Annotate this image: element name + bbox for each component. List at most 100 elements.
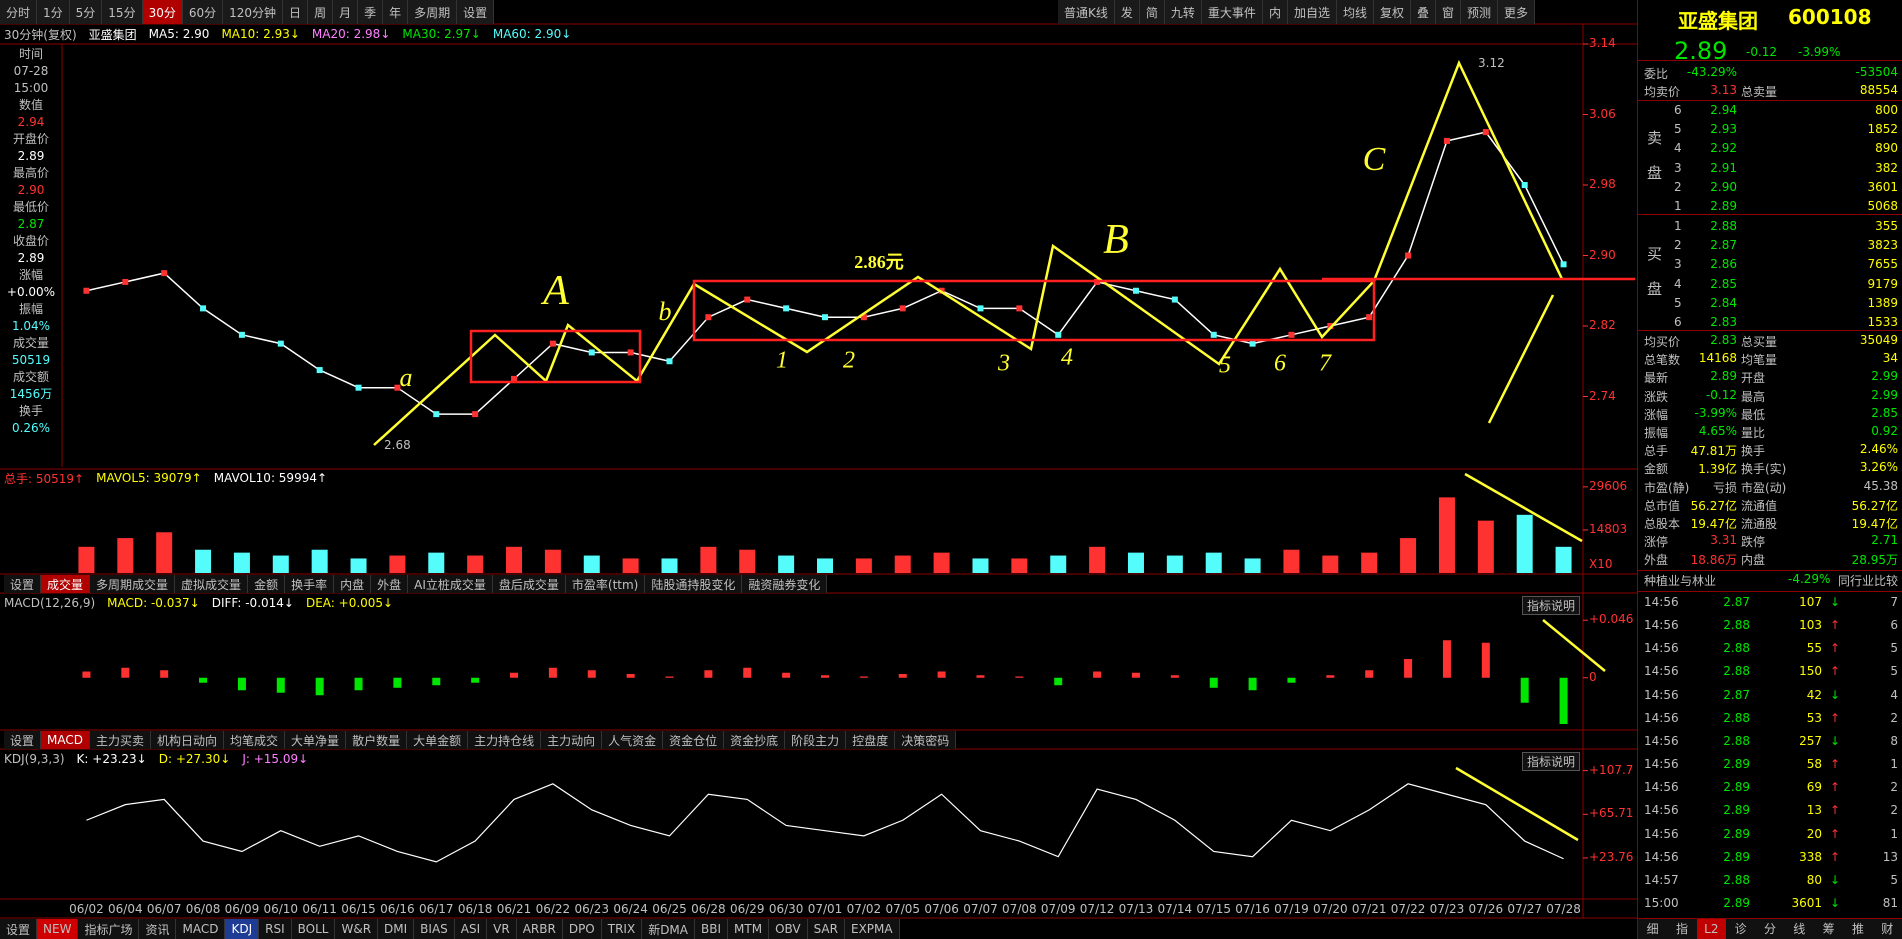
tab[interactable]: 外盘 — [371, 575, 409, 593]
tab[interactable]: OBV — [769, 919, 808, 939]
tab[interactable]: KDJ — [225, 919, 260, 939]
tab[interactable]: MACD — [41, 731, 90, 749]
tab[interactable]: 多周期 — [408, 0, 458, 24]
tab[interactable]: 主力持仓线 — [468, 731, 542, 749]
quote-tab[interactable]: 推 — [1851, 922, 1864, 936]
tab[interactable]: 季 — [358, 0, 384, 24]
tab[interactable]: EXPMA — [845, 919, 900, 939]
tab[interactable]: NEW — [37, 919, 79, 939]
tab[interactable]: 设置 — [4, 575, 42, 593]
tab[interactable]: BBI — [695, 919, 729, 939]
tab[interactable]: 新DMA — [642, 919, 695, 939]
tab[interactable]: 多周期成交量 — [90, 575, 176, 593]
quote-tab[interactable]: 诊 — [1734, 922, 1747, 936]
tab[interactable]: RSI — [259, 919, 292, 939]
tab[interactable]: 均笔成交 — [224, 731, 286, 749]
tab[interactable]: BOLL — [292, 919, 336, 939]
quote-tab[interactable]: 线 — [1793, 922, 1806, 936]
tab[interactable]: AI立桩成交量 — [408, 575, 493, 593]
price-point — [822, 314, 828, 321]
tab[interactable]: 设置 — [0, 919, 38, 939]
tab[interactable]: 1分 — [37, 0, 70, 24]
tab[interactable]: 重大事件 — [1202, 0, 1263, 24]
quote-tab[interactable]: L2 — [1696, 919, 1726, 939]
tick-volume: 150 — [1799, 664, 1822, 679]
tab[interactable]: MACD — [176, 919, 226, 939]
tab[interactable]: 普通K线 — [1058, 0, 1115, 24]
tab[interactable]: 主力买卖 — [90, 731, 152, 749]
quote-tab[interactable]: 细 — [1646, 922, 1659, 936]
tab[interactable]: 决策密码 — [895, 731, 957, 749]
tab[interactable]: 阶段主力 — [785, 731, 847, 749]
tab[interactable]: MTM — [728, 919, 770, 939]
macd-bar — [898, 674, 907, 678]
tab[interactable]: 更多 — [1498, 0, 1536, 24]
tab[interactable]: 主力动向 — [541, 731, 603, 749]
tab[interactable]: 5分 — [70, 0, 103, 24]
explain-button[interactable]: 指标说明 — [1522, 752, 1581, 771]
tab[interactable]: BIAS — [414, 919, 455, 939]
tab[interactable]: DMI — [378, 919, 415, 939]
explain-button[interactable]: 指标说明 — [1522, 596, 1581, 615]
tab[interactable]: 发 — [1115, 0, 1140, 24]
tab[interactable]: 控盘度 — [846, 731, 896, 749]
tab[interactable]: 预测 — [1461, 0, 1499, 24]
tab[interactable]: 资讯 — [139, 919, 177, 939]
tab[interactable]: 叠 — [1411, 0, 1437, 24]
tab[interactable]: 内盘 — [334, 575, 372, 593]
volume-bar — [195, 549, 212, 573]
quote-tab[interactable]: 分 — [1763, 922, 1776, 936]
tab[interactable]: 窗 — [1436, 0, 1462, 24]
tab[interactable]: DPO — [563, 919, 602, 939]
tab[interactable]: ARBR — [517, 919, 563, 939]
quote-tab[interactable]: 财 — [1881, 922, 1894, 936]
tab[interactable]: 市盈率(ttm) — [566, 575, 646, 593]
tab[interactable]: TRIX — [602, 919, 643, 939]
book-price: 2.84 — [1710, 295, 1737, 310]
tab[interactable]: 月 — [333, 0, 359, 24]
tab[interactable]: 120分钟 — [223, 0, 284, 24]
tab[interactable]: 大单净量 — [285, 731, 347, 749]
tab[interactable]: 年 — [383, 0, 409, 24]
tab[interactable]: 简 — [1140, 0, 1165, 24]
tab[interactable]: 指标广场 — [78, 919, 140, 939]
tab[interactable]: 设置 — [457, 0, 495, 24]
tab[interactable]: 均线 — [1337, 0, 1374, 24]
tab[interactable]: 大单金额 — [407, 731, 469, 749]
tab[interactable]: 复权 — [1374, 0, 1411, 24]
industry-pct: -4.29% — [1788, 572, 1831, 586]
tab[interactable]: 融资融券变化 — [742, 575, 828, 593]
tab[interactable]: 金额 — [248, 575, 286, 593]
tab[interactable]: 陆股通持股变化 — [645, 575, 743, 593]
tab[interactable]: 加自选 — [1288, 0, 1337, 24]
tab[interactable]: VR — [487, 919, 517, 939]
tab[interactable]: 九转 — [1165, 0, 1202, 24]
tab[interactable]: 内 — [1263, 0, 1288, 24]
quote-tab[interactable]: 指 — [1675, 922, 1688, 936]
tab[interactable]: 日 — [283, 0, 309, 24]
tab[interactable]: 资金抄底 — [724, 731, 786, 749]
tab[interactable]: 设置 — [4, 731, 42, 749]
tab[interactable]: 虚拟成交量 — [175, 575, 249, 593]
tab[interactable]: 机构日动向 — [151, 731, 225, 749]
tab[interactable]: 30分 — [142, 0, 183, 24]
tab[interactable]: 资金仓位 — [663, 731, 725, 749]
tab[interactable]: ASI — [455, 919, 488, 939]
tab[interactable]: 60分 — [183, 0, 224, 24]
tab[interactable]: 分时 — [0, 0, 38, 24]
tab[interactable]: 15分 — [102, 0, 143, 24]
tab[interactable]: 盘后成交量 — [493, 575, 566, 593]
tab[interactable]: 周 — [308, 0, 334, 24]
x-tick-label: 07/08 — [1002, 902, 1037, 916]
tab[interactable]: W&R — [335, 919, 379, 939]
tab[interactable]: 散户数量 — [346, 731, 408, 749]
x-tick-label: 07/15 — [1196, 902, 1231, 916]
tab[interactable]: 成交量 — [41, 575, 91, 593]
tab[interactable]: SAR — [808, 919, 845, 939]
macd-bar — [1209, 677, 1218, 688]
volume-bar — [544, 549, 561, 573]
tab[interactable]: 人气资金 — [602, 731, 664, 749]
tab[interactable]: 换手率 — [285, 575, 335, 593]
quote-tab[interactable]: 筹 — [1822, 922, 1835, 936]
volume-bar — [1166, 555, 1183, 573]
